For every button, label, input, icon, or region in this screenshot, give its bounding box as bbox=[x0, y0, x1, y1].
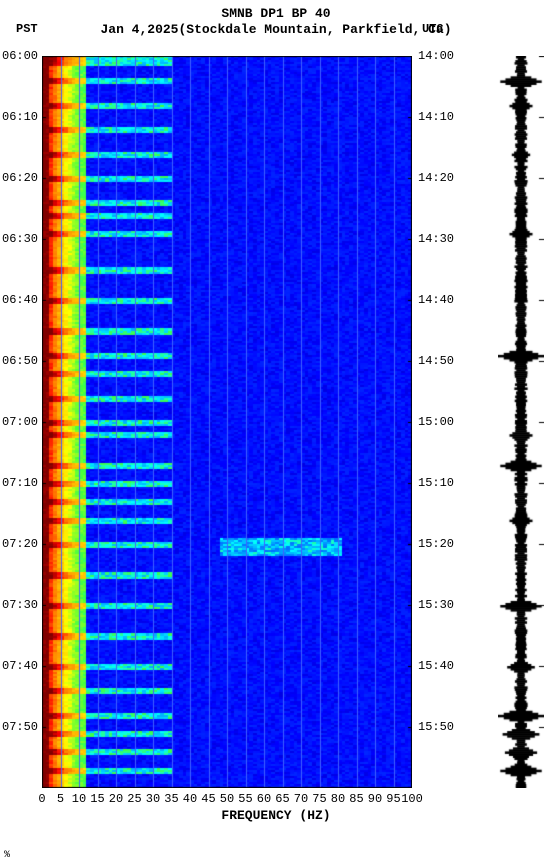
ytick-right: 14:10 bbox=[418, 110, 454, 124]
xtick: 95 bbox=[386, 792, 400, 806]
xtick: 85 bbox=[349, 792, 363, 806]
ytick-right: 14:50 bbox=[418, 354, 454, 368]
bottom-left-percent: % bbox=[4, 850, 10, 861]
xtick: 45 bbox=[201, 792, 215, 806]
xtick: 90 bbox=[368, 792, 382, 806]
ytick-left: 06:50 bbox=[2, 354, 38, 368]
xtick: 20 bbox=[109, 792, 123, 806]
ytick-left: 07:00 bbox=[2, 415, 38, 429]
xtick: 40 bbox=[183, 792, 197, 806]
ytick-right: 15:20 bbox=[418, 537, 454, 551]
ytick-right: 15:50 bbox=[418, 720, 454, 734]
ytick-right: 15:40 bbox=[418, 659, 454, 673]
xtick: 50 bbox=[220, 792, 234, 806]
ytick-right: 14:20 bbox=[418, 171, 454, 185]
xtick: 70 bbox=[294, 792, 308, 806]
ytick-right: 15:00 bbox=[418, 415, 454, 429]
title-line-2: Jan 4,2025(Stockdale Mountain, Parkfield… bbox=[0, 22, 552, 37]
xtick: 75 bbox=[312, 792, 326, 806]
ytick-left: 07:30 bbox=[2, 598, 38, 612]
ytick-left: 06:20 bbox=[2, 171, 38, 185]
ytick-left: 07:50 bbox=[2, 720, 38, 734]
xtick: 65 bbox=[275, 792, 289, 806]
utc-label: UTC bbox=[422, 22, 444, 36]
pst-label: PST bbox=[16, 22, 38, 36]
ytick-left: 07:10 bbox=[2, 476, 38, 490]
xtick: 25 bbox=[127, 792, 141, 806]
xtick: 100 bbox=[401, 792, 423, 806]
ytick-right: 14:00 bbox=[418, 49, 454, 63]
seismogram-canvas bbox=[498, 56, 544, 788]
xtick: 30 bbox=[146, 792, 160, 806]
xtick: 10 bbox=[72, 792, 86, 806]
xtick: 5 bbox=[57, 792, 64, 806]
spectrogram-canvas bbox=[42, 56, 412, 788]
xtick: 60 bbox=[257, 792, 271, 806]
xtick: 0 bbox=[38, 792, 45, 806]
xtick: 35 bbox=[164, 792, 178, 806]
ytick-left: 06:30 bbox=[2, 232, 38, 246]
xtick: 55 bbox=[238, 792, 252, 806]
ytick-right: 15:30 bbox=[418, 598, 454, 612]
ytick-left: 06:10 bbox=[2, 110, 38, 124]
ytick-left: 07:40 bbox=[2, 659, 38, 673]
title-line-1: SMNB DP1 BP 40 bbox=[0, 6, 552, 21]
ytick-right: 14:40 bbox=[418, 293, 454, 307]
ytick-left: 06:40 bbox=[2, 293, 38, 307]
ytick-left: 06:00 bbox=[2, 49, 38, 63]
xtick: 80 bbox=[331, 792, 345, 806]
ytick-right: 15:10 bbox=[418, 476, 454, 490]
ytick-right: 14:30 bbox=[418, 232, 454, 246]
xtick: 15 bbox=[90, 792, 104, 806]
x-axis-label: FREQUENCY (HZ) bbox=[0, 808, 552, 823]
ytick-left: 07:20 bbox=[2, 537, 38, 551]
